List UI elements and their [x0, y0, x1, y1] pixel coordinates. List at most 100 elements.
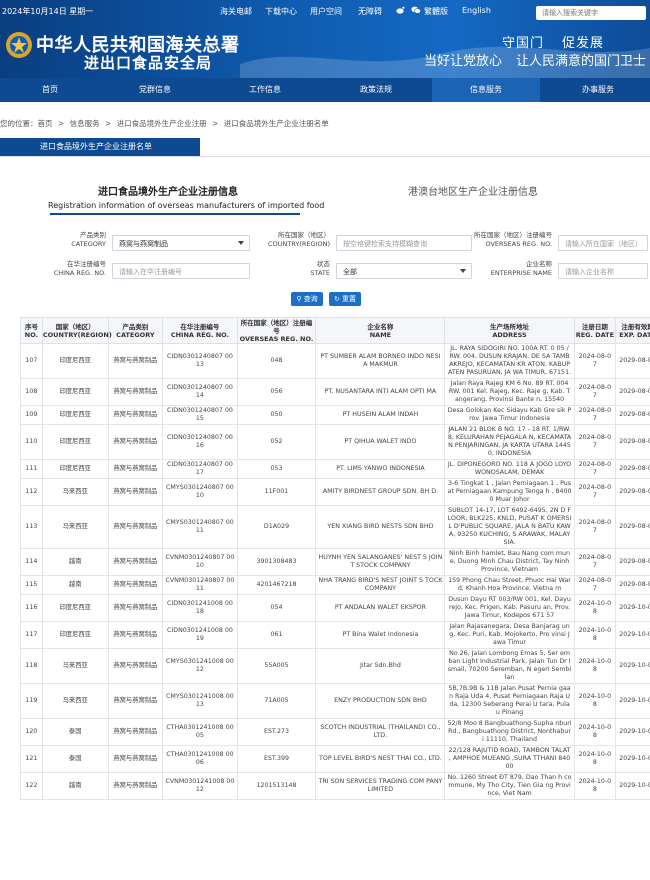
reset-button[interactable]: ↻ 重置 — [329, 292, 361, 306]
cell-address: JL. RAYA SIDOGIRI NO. 100A RT. 0 05 / RW… — [444, 343, 575, 379]
cell-reg-date: 2024-08-07 — [573, 378, 617, 406]
cell-reg-date: 2024-08-07 — [573, 343, 617, 379]
col-no: 序号 NO. — [20, 317, 43, 344]
cell-exp-date: 2029-08-07 — [615, 575, 650, 595]
wechat-icon[interactable] — [408, 6, 424, 17]
state-label-cn: 状态 — [317, 260, 330, 268]
category-select-value: 燕窝与燕窝制品 — [119, 240, 168, 248]
nav-item-policy[interactable]: 政策法规 — [360, 85, 392, 94]
col-address: 生产场所地址 ADDRESS — [444, 317, 575, 344]
country-search-input[interactable]: 按空格键检索支持模糊查询 — [336, 235, 472, 251]
breadcrumb-current: 进口食品境外生产企业注册名单 — [223, 119, 329, 128]
cell-category: 燕窝与燕窝制品 — [107, 505, 164, 549]
cell-reg-date: 2024-08-07 — [573, 548, 617, 576]
nav-item-affairs[interactable]: 办事服务 — [582, 85, 614, 94]
cell-no: 116 — [20, 594, 43, 622]
cell-name: SCOTCH INDUSTRIAL (THAILAND) CO., LTD. — [315, 718, 446, 746]
breadcrumb-home[interactable]: 您的位置：首页 — [0, 119, 53, 128]
cell-address: JALAN 21 BLOK B NO. 17 - 18 RT. 1/RW. 8,… — [444, 424, 575, 460]
cell-overseas-reg: 3901308483 — [236, 548, 317, 576]
user-space-link[interactable]: 用户空间 — [310, 7, 342, 16]
cell-china-reg: CVNM0301241008 0012 — [162, 772, 238, 800]
nav-item-home[interactable]: 首页 — [42, 85, 58, 94]
site-search-input[interactable]: 请输入搜索关键字 — [536, 6, 646, 20]
tab-overseas-registration-subtitle: Registration information of overseas man… — [48, 201, 325, 210]
weibo-icon[interactable] — [392, 6, 408, 17]
cell-name: TOP LEVEL BIRD'S NEST THAI CO., LTD. — [315, 745, 446, 773]
table-row: 114 越南 燕窝与燕窝制品 CVNM0301240807 0010 390130848… — [20, 548, 650, 576]
cell-name: PT HUSEIN ALAM INDAH — [315, 405, 446, 425]
cell-no: 118 — [20, 648, 43, 684]
cell-no: 122 — [20, 772, 43, 800]
nav-item-party[interactable]: 党群信息 — [139, 85, 171, 94]
cell-name: PT Bina Walet Indonesia — [315, 621, 446, 649]
section-divider — [0, 156, 650, 157]
cell-country: 马来西亚 — [41, 648, 109, 684]
cell-name: PT SUMBER ALAM BORNEO INDO NESIA MAKMUR — [315, 343, 446, 379]
cell-china-reg: CIDN0301240807 0017 — [162, 459, 238, 479]
search-icon: ⚲ — [296, 295, 302, 303]
overseas-reg-input[interactable]: 请输入所在国家（地区） — [558, 235, 648, 251]
country-label-cn: 所在国家（地区） — [278, 231, 330, 239]
cell-name: PT QIHUA WALET INDO — [315, 424, 446, 460]
cell-china-reg: CMYS0301241008 0013 — [162, 683, 238, 719]
traditional-chinese-link[interactable]: 繁體版 — [424, 7, 448, 16]
table-row: 121 泰国 燕窝与燕窝制品 CTHA0301241008 0006 EST.399 TO… — [20, 745, 650, 773]
cell-exp-date: 2029-10-08 — [615, 772, 650, 800]
category-label: 产品类别 CATEGORY — [40, 231, 106, 249]
cell-reg-date: 2024-08-07 — [573, 459, 617, 479]
cell-overseas-reg: 4201467218 — [236, 575, 317, 595]
cell-no: 114 — [20, 548, 43, 576]
breadcrumb-info-service[interactable]: 信息服务 — [69, 119, 100, 128]
cell-overseas-reg: 11F001 — [236, 478, 317, 506]
cell-china-reg: CMYS0301240807 0010 — [162, 478, 238, 506]
nav-item-info-service[interactable]: 信息服务 — [432, 78, 540, 102]
nav-item-work[interactable]: 工作信息 — [249, 85, 281, 94]
cell-category: 燕窝与燕窝制品 — [107, 575, 164, 595]
col-header-cn: 注册有效期 — [621, 322, 650, 331]
customs-email-link[interactable]: 海关电邮 — [220, 7, 252, 16]
cell-exp-date: 2029-10-08 — [615, 648, 650, 684]
cell-category: 燕窝与燕窝制品 — [107, 548, 164, 576]
cell-exp-date: 2029-10-08 — [615, 594, 650, 622]
cell-exp-date: 2029-08-07 — [615, 343, 650, 379]
cell-country: 马来西亚 — [41, 683, 109, 719]
cell-exp-date: 2029-08-07 — [615, 548, 650, 576]
english-link[interactable]: English — [462, 6, 491, 15]
cell-overseas-reg: D1A029 — [236, 505, 317, 549]
cell-country: 越南 — [41, 772, 109, 800]
cell-no: 108 — [20, 378, 43, 406]
cell-overseas-reg: 71A005 — [236, 683, 317, 719]
refresh-icon: ↻ — [333, 295, 340, 303]
enterprise-name-input[interactable]: 请输入企业名称 — [558, 263, 648, 279]
cell-no: 113 — [20, 505, 43, 549]
accessibility-link[interactable]: 无障碍 — [358, 7, 382, 16]
country-label-en: COUNTRY(REGION) — [268, 240, 330, 248]
state-label: 状态 STATE — [254, 260, 330, 278]
cell-reg-date: 2024-10-08 — [573, 621, 617, 649]
category-select[interactable]: 燕窝与燕窝制品 — [112, 235, 250, 251]
china-reg-label: 在华注册编号 CHINA REG. NO. — [40, 260, 106, 278]
cell-no: 111 — [20, 459, 43, 479]
top-links: 海关电邮 下载中心 用户空间 无障碍 繁體版 English — [220, 6, 492, 17]
cell-overseas-reg: 048 — [236, 343, 317, 379]
tab-hk-macao-taiwan[interactable]: 港澳台地区生产企业注册信息 — [408, 187, 538, 198]
cell-no: 119 — [20, 683, 43, 719]
tab-overseas-registration-title[interactable]: 进口食品境外生产企业注册信息 — [98, 187, 238, 198]
breadcrumb-registration[interactable]: 进口食品境外生产企业注册 — [116, 119, 207, 128]
cell-category: 燕窝与燕窝制品 — [107, 621, 164, 649]
cell-china-reg: CIDN0301240807 0015 — [162, 405, 238, 425]
china-reg-input[interactable]: 请输入在华注册编号 — [112, 263, 250, 279]
cell-country: 马来西亚 — [41, 505, 109, 549]
download-center-link[interactable]: 下载中心 — [265, 7, 297, 16]
cell-reg-date: 2024-10-08 — [573, 648, 617, 684]
cell-address: 52/8 Moo 8 Bangbuathong-Supha nburi Rd.,… — [444, 718, 575, 746]
bureau-name: 进出口食品安全局 — [84, 54, 213, 72]
state-select[interactable]: 全部 — [336, 263, 472, 279]
query-button[interactable]: ⚲ 查询 — [291, 292, 323, 306]
cell-exp-date: 2029-08-07 — [615, 505, 650, 549]
cell-name: PT ANDALAN WALET EKSPOR — [315, 594, 446, 622]
col-header-en: EXP. DATE — [619, 330, 650, 339]
cell-country: 泰国 — [41, 718, 109, 746]
cell-overseas-reg: 061 — [236, 621, 317, 649]
